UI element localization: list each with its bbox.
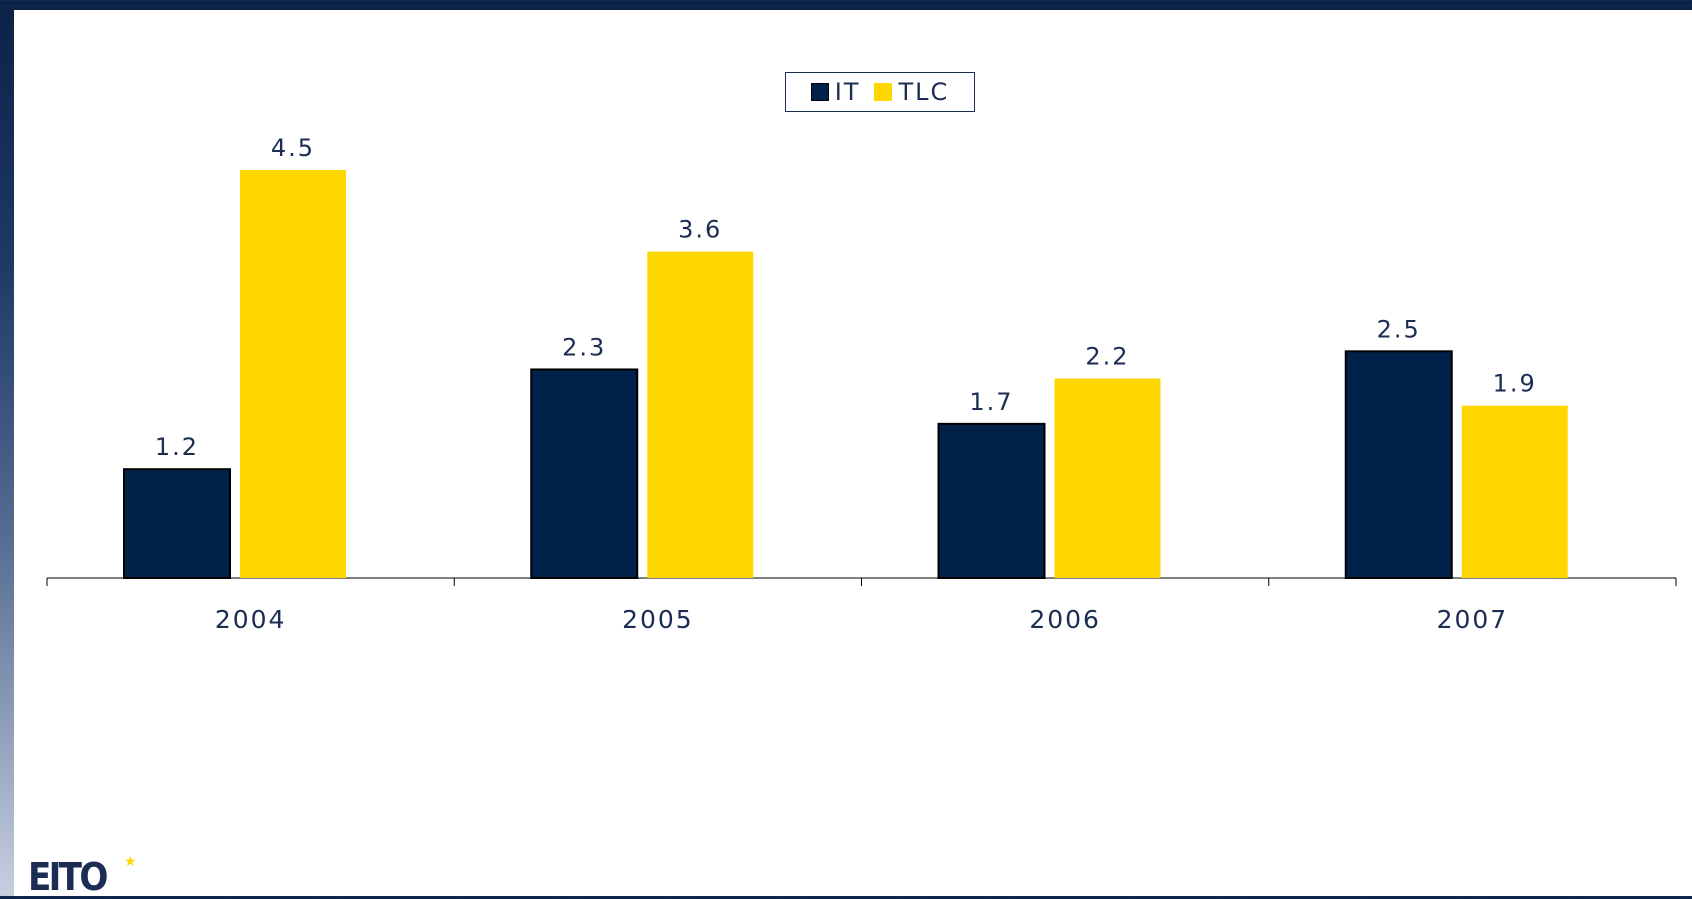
legend-item-it: IT xyxy=(810,78,861,106)
bar-tlc-2005 xyxy=(647,251,754,578)
bar-it-2005 xyxy=(530,368,639,580)
bar-tlc-2006 xyxy=(1054,378,1161,578)
data-label-it-2005: 2.3 xyxy=(562,333,606,361)
bar-it-2004 xyxy=(123,468,231,580)
legend-swatch-tlc xyxy=(874,83,893,101)
data-label-it-2006: 1.7 xyxy=(969,388,1013,416)
data-label-tlc-2004: 4.5 xyxy=(271,134,315,162)
bar-it-2006 xyxy=(937,422,1046,579)
legend-item-tlc: TLC xyxy=(874,78,949,106)
bar-tlc-2007 xyxy=(1461,405,1568,578)
data-label-tlc-2005: 3.6 xyxy=(678,216,722,244)
logo-text: EITO xyxy=(28,855,108,899)
bar-chart: 1.2 4.5 2004 2.3 3.6 2005 1.7 2.2 2006 2.5 1.9 2007 xyxy=(46,134,1677,634)
x-tick-label-2006: 2006 xyxy=(1029,605,1101,634)
eito-logo: EITO ★ xyxy=(28,854,138,899)
legend-swatch-it xyxy=(810,83,829,101)
bar-it-2007 xyxy=(1344,350,1453,580)
legend-label-tlc: TLC xyxy=(898,78,950,106)
bar-tlc-2004 xyxy=(240,170,346,578)
x-tick-label-2005: 2005 xyxy=(622,605,694,634)
data-label-it-2007: 2.5 xyxy=(1377,315,1421,343)
logo-star-icon: ★ xyxy=(124,854,137,870)
legend-label-it: IT xyxy=(834,78,861,106)
slide-panel: 1.2 4.5 2004 2.3 3.6 2005 1.7 2.2 2006 2.5 1.9 2007… xyxy=(14,10,1692,896)
chart-legend: IT TLC xyxy=(785,72,975,112)
x-tick-label-2004: 2004 xyxy=(215,605,287,634)
data-label-it-2004: 1.2 xyxy=(155,433,199,461)
data-label-tlc-2007: 1.9 xyxy=(1493,370,1537,398)
x-tick-label-2007: 2007 xyxy=(1437,605,1509,634)
data-label-tlc-2006: 2.2 xyxy=(1085,343,1129,371)
